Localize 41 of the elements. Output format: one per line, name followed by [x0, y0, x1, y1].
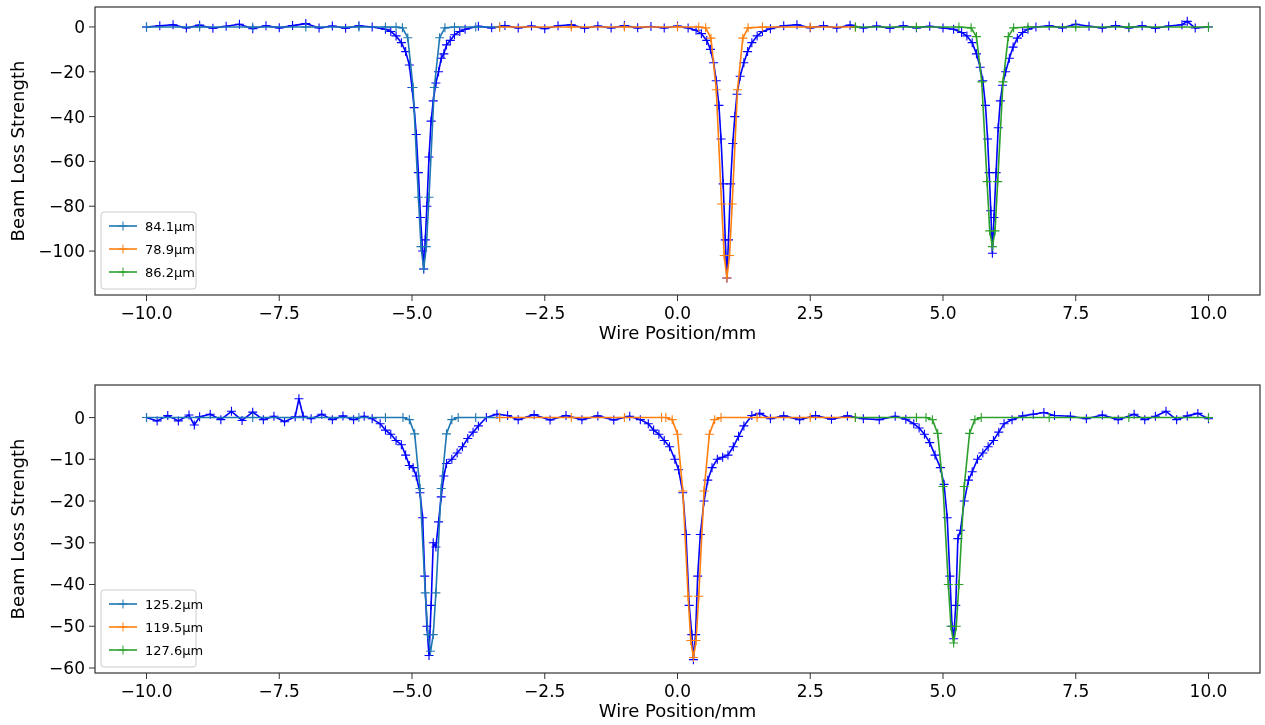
x-tick-label: 10.0	[1189, 303, 1228, 323]
y-tick-label: −40	[49, 106, 85, 127]
y-tick-label: −20	[49, 61, 85, 82]
legend-label: 86.2µm	[145, 264, 195, 280]
x-axis-title: Wire Position/mm	[598, 322, 757, 343]
y-tick-label: −60	[49, 151, 85, 172]
y-tick-label: −40	[49, 574, 85, 595]
y-tick-label: −20	[49, 490, 85, 511]
y-tick-label: −30	[49, 532, 85, 553]
y-tick-label: −80	[49, 196, 85, 217]
y-axis-title: Beam Loss Strength	[7, 438, 28, 620]
x-tick-label: 7.5	[1062, 681, 1090, 701]
y-tick-label: 0	[74, 407, 85, 428]
x-tick-label: 0.0	[663, 681, 692, 701]
y-tick-label: −100	[38, 241, 85, 262]
y-tick-label: −10	[49, 449, 85, 470]
x-tick-label: 5.0	[929, 681, 957, 701]
legend-label: 119.5µm	[145, 619, 204, 635]
x-tick-label: −7.5	[258, 303, 300, 323]
x-tick-label: −10.0	[120, 303, 173, 323]
x-tick-label: 5.0	[929, 303, 957, 323]
legend-label: 125.2µm	[145, 596, 204, 612]
x-tick-label: −2.5	[524, 303, 566, 323]
y-tick-label: −60	[49, 657, 85, 678]
y-tick-label: −50	[49, 616, 85, 637]
x-tick-label: −10.0	[120, 681, 173, 701]
x-tick-label: 2.5	[796, 681, 824, 701]
y-axis-title: Beam Loss Strength	[7, 60, 28, 242]
legend-label: 78.9µm	[145, 241, 195, 257]
legend-label: 84.1µm	[145, 218, 195, 234]
x-tick-label: 7.5	[1062, 303, 1090, 323]
x-tick-label: 0.0	[663, 303, 692, 323]
x-tick-label: −5.0	[391, 681, 433, 701]
x-tick-label: 10.0	[1189, 681, 1228, 701]
x-tick-label: 2.5	[796, 303, 824, 323]
x-tick-label: −5.0	[391, 303, 433, 323]
x-tick-label: −7.5	[258, 681, 300, 701]
x-tick-label: −2.5	[524, 681, 566, 701]
x-axis-title: Wire Position/mm	[598, 700, 757, 721]
legend-label: 127.6µm	[145, 642, 204, 658]
y-tick-label: 0	[74, 16, 85, 37]
